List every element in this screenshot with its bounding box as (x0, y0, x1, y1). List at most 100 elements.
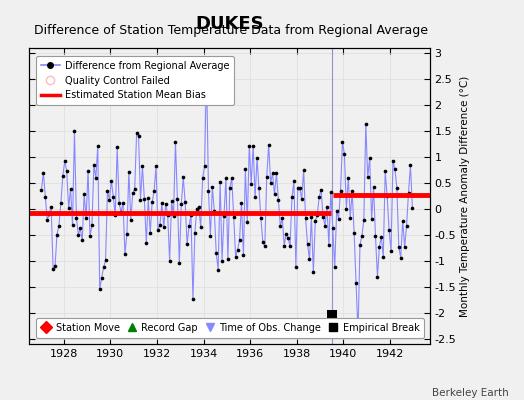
Point (37, 186, 46, 193)
Text: Difference of Station Temperature Data from Regional Average: Difference of Station Temperature Data f… (34, 24, 428, 37)
Point (377, 234, 386, 240)
Point (179, 174, 188, 180)
Point (290, 178, 298, 184)
Point (94, 143, 102, 149)
Point (200, 163, 209, 170)
Point (307, 214, 315, 220)
Point (152, 163, 160, 170)
Point (372, 233, 380, 240)
Point (47, 204, 56, 210)
Point (284, 235, 292, 241)
Point (391, 166, 399, 173)
Point (367, 216, 376, 222)
Point (350, 230, 358, 236)
Point (193, 205, 201, 212)
Point (332, 208, 341, 214)
Point (365, 155, 374, 161)
Point (97, 275, 106, 281)
Title: DUKES: DUKES (195, 14, 264, 32)
Point (202, 65, 211, 72)
Point (313, 212, 321, 218)
Point (49, 266, 57, 272)
Point (292, 263, 300, 270)
Point (296, 185, 304, 191)
Point (227, 175, 236, 181)
Point (385, 227, 394, 233)
Point (328, 312, 336, 319)
Point (45, 210, 53, 217)
Point (334, 216, 343, 222)
Point (348, 188, 356, 194)
Point (92, 174, 100, 181)
Point (156, 222, 164, 228)
Text: Berkeley Earth: Berkeley Earth (432, 388, 508, 398)
Point (144, 195, 152, 202)
Point (395, 244, 403, 250)
Point (86, 233, 94, 239)
Point (216, 178, 224, 185)
Point (272, 170, 281, 177)
Point (154, 227, 162, 233)
Point (233, 246, 242, 253)
Point (53, 231, 61, 238)
Point (268, 170, 277, 176)
Point (408, 205, 417, 211)
Point (286, 243, 294, 249)
Point (41, 193, 50, 200)
Point (119, 200, 127, 206)
Point (121, 251, 129, 257)
Point (84, 168, 92, 174)
Point (358, 232, 366, 239)
Point (109, 194, 117, 200)
Point (356, 242, 364, 248)
Point (406, 162, 414, 169)
Point (117, 209, 125, 215)
Point (381, 168, 389, 174)
Point (247, 181, 255, 187)
Point (263, 174, 271, 181)
Point (323, 204, 331, 210)
Point (255, 184, 263, 191)
Point (319, 213, 328, 220)
Point (340, 151, 348, 158)
Point (123, 230, 131, 237)
Point (265, 142, 273, 148)
Point (364, 174, 372, 180)
Point (299, 166, 308, 173)
Point (160, 224, 168, 230)
Point (331, 264, 339, 270)
Point (389, 158, 397, 164)
Point (70, 128, 79, 135)
Point (237, 200, 246, 206)
Point (133, 130, 141, 137)
Point (72, 215, 81, 221)
Point (373, 274, 381, 280)
Point (146, 230, 155, 236)
Point (100, 264, 108, 270)
Point (352, 280, 361, 286)
Point (397, 254, 405, 261)
Point (64, 205, 73, 212)
Point (158, 200, 166, 206)
Point (166, 258, 174, 264)
Point (326, 188, 335, 195)
Point (315, 194, 323, 200)
Point (257, 215, 265, 222)
Point (392, 184, 401, 191)
Point (253, 155, 261, 162)
Point (171, 139, 180, 146)
Point (105, 197, 114, 203)
Point (191, 230, 199, 236)
Point (339, 139, 347, 145)
Point (288, 194, 296, 200)
Point (354, 331, 362, 337)
Y-axis label: Monthly Temperature Anomaly Difference (°C): Monthly Temperature Anomaly Difference (… (461, 75, 471, 317)
Point (175, 260, 183, 266)
Point (259, 239, 267, 246)
Point (51, 263, 59, 269)
Point (260, 243, 269, 249)
Point (325, 242, 333, 248)
Point (194, 204, 203, 210)
Point (62, 168, 71, 174)
Point (218, 257, 226, 264)
